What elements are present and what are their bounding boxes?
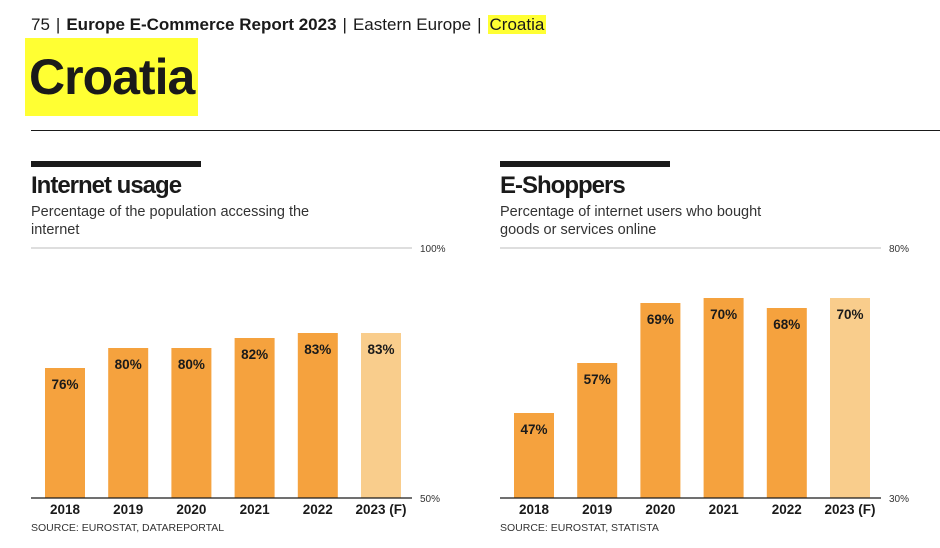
- internet-usage-bar-2022: [297, 333, 338, 498]
- e-shoppers-accent-bar: [500, 161, 670, 167]
- e-shoppers-value-label: 68%: [773, 317, 800, 332]
- internet-usage-bar-2021: [234, 338, 275, 498]
- header-divider: [31, 130, 940, 131]
- e-shoppers-value-label: 70%: [836, 307, 863, 322]
- internet-usage-value-label: 83%: [304, 342, 331, 357]
- internet-usage-bar-2020: [171, 348, 212, 498]
- internet-usage-value-label: 83%: [367, 342, 394, 357]
- breadcrumb-separator: |: [55, 15, 61, 34]
- breadcrumb-separator: |: [342, 15, 347, 34]
- internet-usage-x-tick-label: 2023 (F): [355, 502, 406, 517]
- report-title: Europe E-Commerce Report 2023: [66, 15, 337, 34]
- internet-usage-title: Internet usage: [31, 172, 182, 199]
- e-shoppers-value-label: 47%: [520, 422, 547, 437]
- internet-usage-bar-2019: [108, 348, 149, 498]
- e-shoppers-x-tick-label: 2019: [582, 502, 612, 517]
- breadcrumb-separator: |: [477, 15, 482, 34]
- internet-usage-value-label: 82%: [241, 347, 268, 362]
- e-shoppers-bar-2019: [577, 363, 618, 498]
- e-shoppers-x-tick-label: 2022: [772, 502, 802, 517]
- internet-usage-value-label: 76%: [51, 377, 78, 392]
- e-shoppers-bar-2018: [514, 413, 554, 498]
- internet-usage-value-label: 80%: [115, 357, 142, 372]
- internet-usage-bar-2018: [45, 368, 85, 498]
- internet-usage-x-tick-label: 2019: [113, 502, 143, 517]
- internet-usage-x-tick-label: 2018: [50, 502, 81, 517]
- page-title: Croatia: [25, 38, 199, 116]
- e-shoppers-y-tick-min: 30%: [889, 494, 909, 505]
- e-shoppers-bar-2022: [766, 308, 807, 498]
- internet-usage-y-tick-min: 50%: [420, 494, 440, 505]
- internet-usage-accent-bar: [31, 161, 201, 167]
- e-shoppers-bar-2023f: [830, 298, 870, 498]
- e-shoppers-source: SOURCE: EUROSTAT, STATISTA: [500, 522, 659, 534]
- internet-usage-x-tick-label: 2022: [303, 502, 333, 517]
- e-shoppers-subtitle: Percentage of internet users who bought …: [500, 204, 762, 238]
- internet-usage-x-tick-label: 2020: [176, 502, 206, 517]
- region-label: Eastern Europe: [352, 15, 472, 34]
- e-shoppers-title: E-Shoppers: [500, 172, 626, 199]
- internet-usage-y-tick-max: 100%: [420, 244, 446, 255]
- e-shoppers-value-label: 57%: [584, 372, 611, 387]
- internet-usage-subtitle: Percentage of the population accessing t…: [31, 204, 310, 238]
- e-shoppers-x-tick-label: 2023 (F): [824, 502, 875, 517]
- e-shoppers-bar-2021: [703, 298, 744, 498]
- e-shoppers-x-tick-label: 2021: [709, 502, 740, 517]
- e-shoppers-x-tick-label: 2020: [645, 502, 675, 517]
- e-shoppers-x-tick-label: 2018: [519, 502, 550, 517]
- e-shoppers-value-label: 70%: [710, 307, 737, 322]
- internet-usage-bar-2023f: [361, 333, 401, 498]
- internet-usage-source: SOURCE: EUROSTAT, DATAREPORTAL: [31, 522, 225, 534]
- internet-usage-value-label: 80%: [178, 357, 205, 372]
- e-shoppers-value-label: 69%: [647, 312, 674, 327]
- country-label: Croatia: [487, 15, 547, 34]
- page-number: 75: [31, 15, 50, 34]
- e-shoppers-bar-2020: [640, 303, 681, 498]
- e-shoppers-y-tick-max: 80%: [889, 244, 909, 255]
- breadcrumb: 75 | Europe E-Commerce Report 2023 | Eastern…: [31, 14, 547, 36]
- internet-usage-x-tick-label: 2021: [240, 502, 271, 517]
